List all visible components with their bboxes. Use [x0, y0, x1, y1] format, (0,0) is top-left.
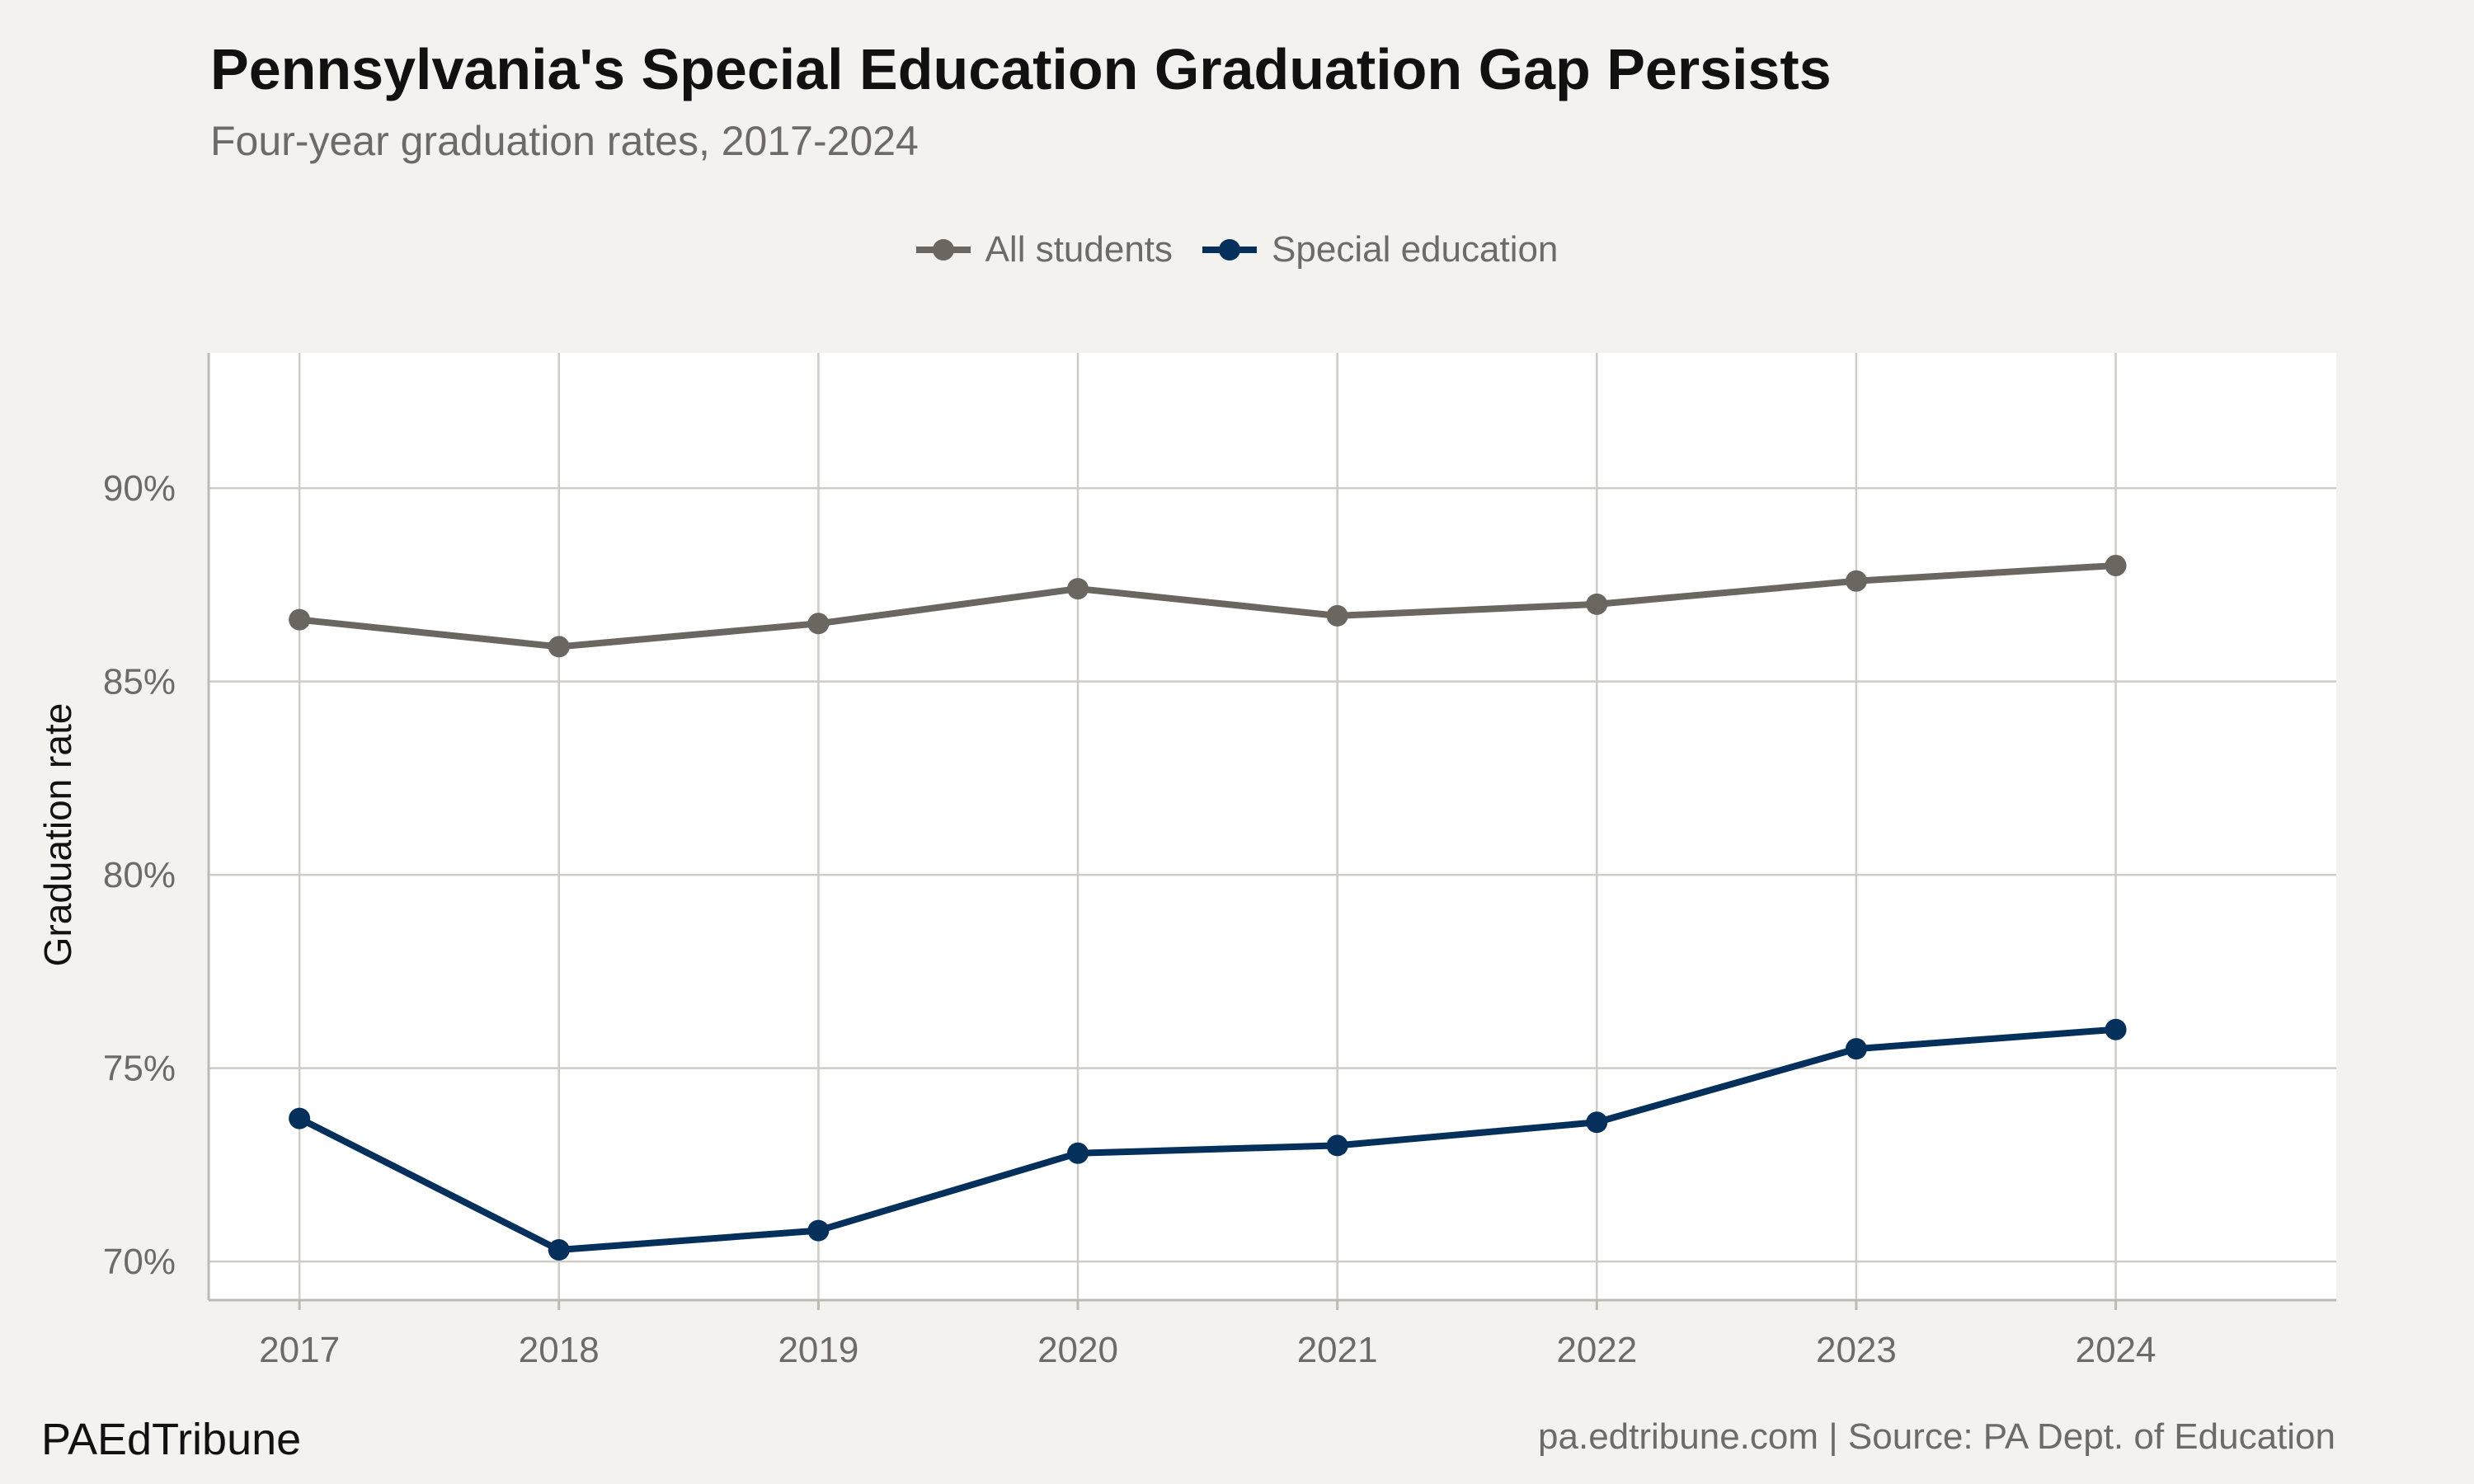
chart-title: Pennsylvania's Special Education Graduat…	[210, 37, 1832, 101]
y-tick-label-90: 90%	[103, 468, 176, 509]
legend-key-special-education	[1202, 239, 1258, 261]
legend-item-all-students: All students	[915, 229, 1174, 270]
data-point-all-students-2020	[1067, 578, 1089, 600]
data-point-all-students-2022	[1586, 593, 1608, 615]
data-point-special-education-2017	[289, 1107, 311, 1129]
x-tick-label-2019: 2019	[778, 1330, 858, 1370]
x-tick-label-2023: 2023	[1816, 1330, 1897, 1370]
data-point-special-education-2019	[807, 1219, 830, 1242]
data-point-all-students-2017	[289, 608, 311, 631]
x-tick-label-2017: 2017	[259, 1330, 340, 1370]
data-point-special-education-2022	[1586, 1111, 1608, 1134]
x-tick-label-2022: 2022	[1556, 1330, 1637, 1370]
data-point-all-students-2018	[548, 636, 570, 658]
data-point-special-education-2021	[1326, 1134, 1348, 1157]
plot-area	[209, 353, 2336, 1300]
y-tick-label-70: 70%	[103, 1242, 176, 1282]
data-point-all-students-2021	[1326, 604, 1348, 627]
legend-key-all-students	[915, 239, 971, 261]
data-point-all-students-2023	[1845, 570, 1867, 592]
data-point-special-education-2020	[1067, 1142, 1089, 1164]
series-line-all-students	[296, 561, 2119, 650]
y-tick-label-75: 75%	[103, 1049, 176, 1089]
y-axis-title: Graduation rate	[36, 703, 79, 967]
legend-label-all-students: All students	[985, 229, 1174, 270]
source-caption: pa.edtribune.com | Source: PA Dept. of E…	[1538, 1416, 2335, 1457]
data-point-all-students-2019	[807, 613, 830, 635]
brand-logo-text: PAEdTribune	[41, 1415, 302, 1464]
legend: All students Special education	[0, 229, 2474, 270]
data-point-all-students-2024	[2105, 554, 2127, 576]
data-point-special-education-2024	[2105, 1018, 2127, 1040]
x-tick-label-2020: 2020	[1037, 1330, 1118, 1370]
legend-item-special-education: Special education	[1202, 229, 1558, 270]
legend-label-special-education: Special education	[1272, 229, 1559, 270]
series-line-special-education	[296, 1026, 2119, 1254]
data-point-special-education-2018	[548, 1239, 570, 1261]
x-tick-label-2018: 2018	[519, 1330, 600, 1370]
data-point-special-education-2023	[1845, 1038, 1867, 1060]
chart-subtitle: Four-year graduation rates, 2017-2024	[210, 118, 919, 164]
x-tick-label-2024: 2024	[2076, 1330, 2157, 1370]
y-tick-label-80: 80%	[103, 855, 176, 895]
x-tick-label-2021: 2021	[1297, 1330, 1378, 1370]
y-tick-label-85: 85%	[103, 662, 176, 702]
